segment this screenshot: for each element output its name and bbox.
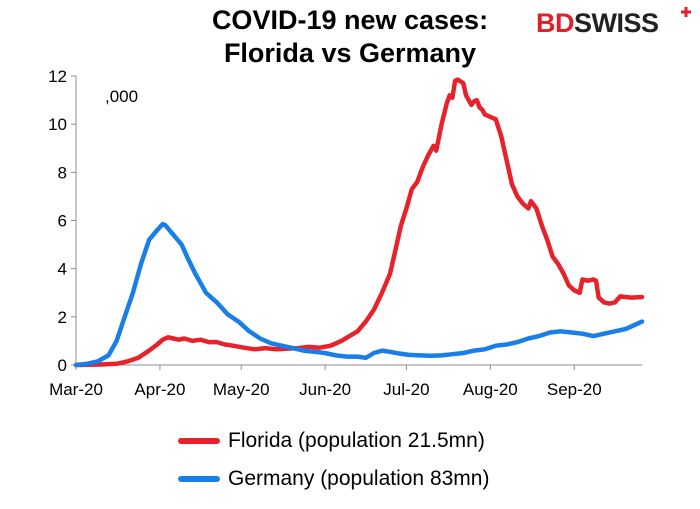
- bdswiss-logo: BDSWISS: [536, 7, 691, 38]
- y-tick-label: 12: [48, 67, 67, 86]
- legend-label-florida: Florida (population 21.5mn): [228, 429, 485, 452]
- y-tick-label: 8: [58, 163, 67, 182]
- series-line-germany: [73, 221, 645, 368]
- line-chart: 0 2 4 6 8 10 12 Mar-20 Apr-20 May-20 Jun-20 Jul-20…: [48, 67, 645, 399]
- legend-item-germany: Germany (population 83mn): [178, 460, 489, 498]
- x-tick-label: May-20: [213, 380, 270, 399]
- x-tick-label: Aug-20: [463, 380, 518, 399]
- chart-title: COVID-19 new cases: Florida vs Germany: [0, 4, 700, 70]
- y-tick-label: 0: [58, 356, 67, 375]
- x-tick-label: Mar-20: [49, 380, 103, 399]
- y-tick-label: 4: [58, 260, 67, 279]
- legend-item-florida: Florida (population 21.5mn): [178, 422, 489, 460]
- title-line-2: Florida vs Germany: [223, 38, 477, 68]
- logo-text-swiss: SWISS: [574, 8, 659, 38]
- y-tick-label: 6: [58, 212, 67, 231]
- unit-label: ,000: [105, 87, 138, 106]
- y-tick-label: 10: [48, 115, 67, 134]
- logo-plus-icon: [681, 7, 691, 17]
- y-axis: 0 2 4 6 8 10 12: [48, 67, 77, 375]
- legend-label-germany: Germany (population 83mn): [228, 467, 490, 490]
- legend: Florida (population 21.5mn) Germany (pop…: [178, 422, 489, 498]
- title-line-1: COVID-19 new cases:: [211, 5, 489, 35]
- series-line-florida: [73, 77, 645, 368]
- y-tick-label: 2: [58, 308, 67, 327]
- x-tick-label: Jul-20: [383, 380, 429, 399]
- series-lines: [73, 77, 645, 368]
- legend-swatch-florida: [178, 438, 220, 444]
- x-tick-label: Sep-20: [547, 380, 602, 399]
- x-tick-label: Apr-20: [134, 380, 185, 399]
- x-tick-label: Jun-20: [299, 380, 351, 399]
- logo-text-bd: BD: [536, 8, 575, 38]
- legend-swatch-germany: [178, 476, 220, 482]
- x-axis: Mar-20 Apr-20 May-20 Jun-20 Jul-20 Aug-20 Sep-…: [49, 364, 642, 399]
